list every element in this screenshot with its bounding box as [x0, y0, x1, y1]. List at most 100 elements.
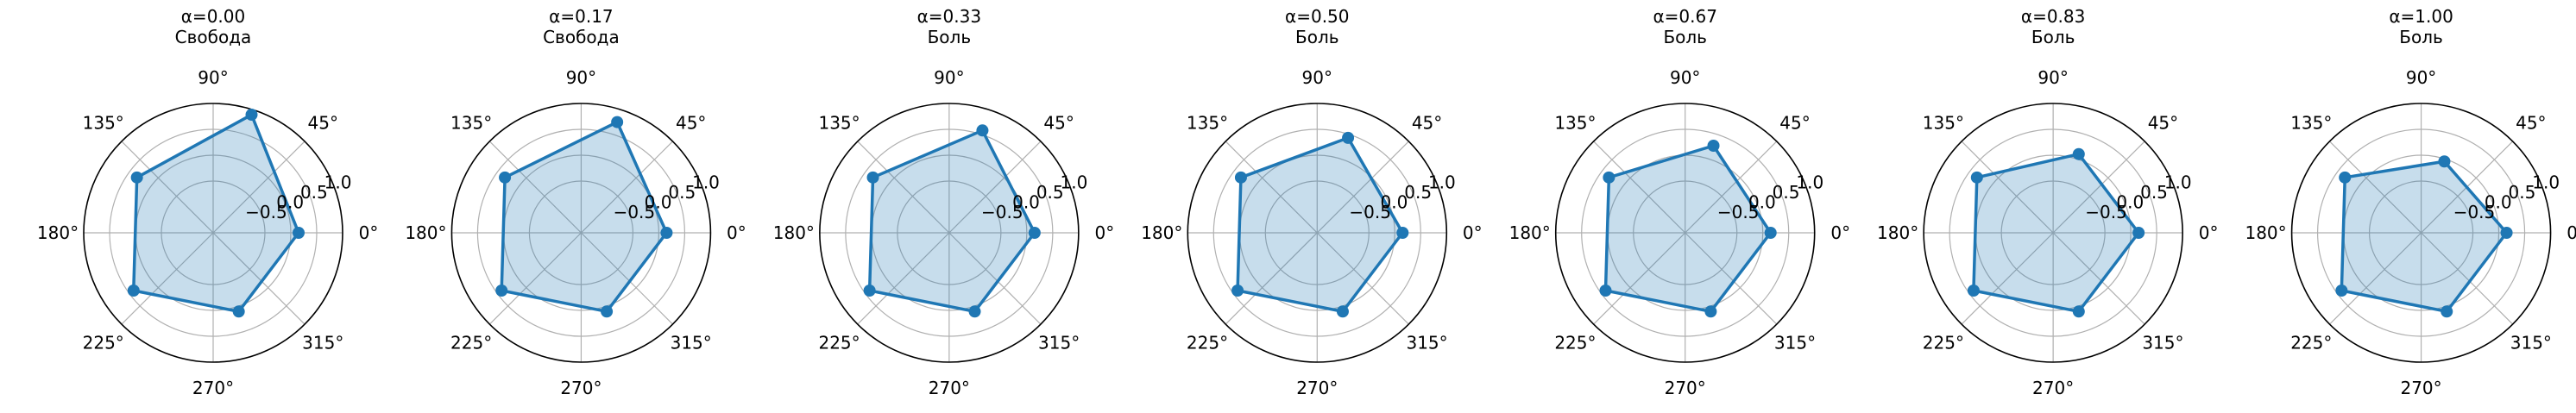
angle-tick-label: 0° — [2567, 222, 2576, 243]
angle-tick-label: 270° — [1665, 378, 1706, 398]
polar-spine — [83, 103, 343, 363]
angle-tick-label: 45° — [1043, 113, 1074, 134]
angle-tick-label: 90° — [2037, 67, 2068, 88]
angle-tick-label: 270° — [560, 378, 601, 398]
chart-title-line1: α=0.00 — [181, 6, 245, 27]
angle-tick-label: 315° — [671, 332, 712, 353]
data-point-4 — [1336, 305, 1349, 318]
chart-title-line2: Боль — [1295, 27, 1339, 47]
data-point-0 — [2132, 227, 2145, 239]
data-point-2 — [499, 171, 512, 184]
series-fill-area — [1973, 153, 2139, 312]
data-point-3 — [127, 285, 140, 297]
data-point-4 — [2072, 305, 2085, 318]
data-point-1 — [976, 124, 989, 137]
angle-tick-label: 180° — [1141, 222, 1182, 243]
angle-tick-label: 45° — [2516, 113, 2546, 134]
angle-tick-label: 270° — [2400, 378, 2441, 398]
angular-gridline — [2421, 232, 2514, 325]
angle-tick-label: 45° — [2148, 113, 2178, 134]
polar-spine — [1187, 103, 1448, 363]
polar-spine — [2290, 103, 2552, 363]
angular-gridline — [1961, 141, 2054, 234]
data-point-0 — [1764, 227, 1777, 239]
radial-tick-label: −0.5 — [981, 202, 1023, 222]
data-point-0 — [1396, 227, 1409, 239]
angle-tick-label: 0° — [359, 222, 379, 243]
angle-tick-label: 0° — [1094, 222, 1114, 243]
data-point-2 — [1970, 171, 1983, 184]
angular-gridline — [2052, 232, 2145, 325]
data-point-1 — [1342, 131, 1355, 144]
series-line — [2340, 160, 2509, 314]
angular-gridline — [581, 232, 673, 325]
polar-spine — [1923, 103, 2183, 363]
data-point-1 — [2072, 147, 2085, 160]
radial-tick-label: 0.5 — [2140, 182, 2168, 203]
angular-gridline — [121, 141, 214, 234]
radial-tick-label: 0.0 — [1748, 192, 1776, 213]
data-point-4 — [232, 305, 245, 318]
series-fill-area — [2341, 161, 2507, 312]
angular-gridline — [948, 232, 1042, 325]
angle-tick-label: 0° — [1463, 222, 1483, 243]
radial-tick-label: 0.0 — [1381, 192, 1408, 213]
angle-tick-label: 180° — [405, 222, 446, 243]
angle-tick-label: 0° — [2199, 222, 2219, 243]
radial-tick-label: 0.0 — [276, 192, 304, 213]
chart-title-line2: Боль — [2031, 27, 2075, 47]
polar-spine — [819, 103, 1080, 363]
radial-tick-label: 0.5 — [668, 182, 696, 203]
chart-title-line1: α=0.17 — [549, 6, 613, 27]
radial-tick-label: −0.5 — [1349, 202, 1391, 222]
angle-tick-label: 90° — [198, 67, 228, 88]
chart-title-line1: α=1.00 — [2389, 6, 2453, 27]
angle-tick-label: 270° — [2032, 378, 2074, 398]
angular-gridline — [1593, 141, 1686, 234]
angular-gridline — [1225, 232, 1318, 325]
angular-gridline — [488, 141, 582, 234]
angle-tick-label: 225° — [818, 332, 860, 353]
radial-tick-label: 0.5 — [1404, 182, 1432, 203]
angle-tick-label: 315° — [1406, 332, 1447, 353]
angle-tick-label: 135° — [818, 113, 860, 134]
data-point-3 — [1967, 285, 1980, 297]
data-point-2 — [130, 171, 143, 184]
angle-tick-label: 135° — [2290, 113, 2332, 134]
series-fill-area — [869, 130, 1035, 312]
series-fill-area — [501, 122, 667, 312]
angle-tick-label: 315° — [2142, 332, 2183, 353]
angle-tick-label: 225° — [83, 332, 124, 353]
angular-gridline — [948, 141, 1042, 234]
radial-tick-label: 0.0 — [645, 192, 672, 213]
angular-gridline — [857, 141, 950, 234]
angle-tick-label: 45° — [676, 113, 706, 134]
data-point-0 — [2500, 227, 2513, 239]
chart-title-line2: Боль — [928, 27, 972, 47]
radial-tick-label: 1.0 — [1061, 172, 1088, 193]
angular-gridline — [1316, 232, 1409, 325]
series-line — [1972, 152, 2140, 314]
angle-tick-label: 315° — [2510, 332, 2552, 353]
data-point-1 — [1707, 139, 1720, 152]
radial-tick-label: 0.0 — [2116, 192, 2144, 213]
data-point-2 — [866, 171, 879, 184]
angular-gridline — [581, 141, 673, 234]
radial-tick-label: −0.5 — [2085, 202, 2127, 222]
angular-gridline — [1593, 232, 1686, 325]
angle-tick-label: 225° — [1187, 332, 1228, 353]
angular-gridline — [1225, 141, 1318, 234]
data-point-0 — [293, 227, 305, 239]
angle-tick-label: 225° — [1923, 332, 1964, 353]
angle-tick-label: 90° — [1670, 67, 1700, 88]
angle-tick-label: 135° — [1923, 113, 1964, 134]
chart-title-line2: Боль — [1663, 27, 1707, 47]
radial-tick-label: 1.0 — [1428, 172, 1456, 193]
angle-tick-label: 315° — [1038, 332, 1080, 353]
angle-tick-label: 0° — [1830, 222, 1850, 243]
radial-tick-label: 1.0 — [324, 172, 352, 193]
data-point-2 — [2339, 171, 2352, 184]
